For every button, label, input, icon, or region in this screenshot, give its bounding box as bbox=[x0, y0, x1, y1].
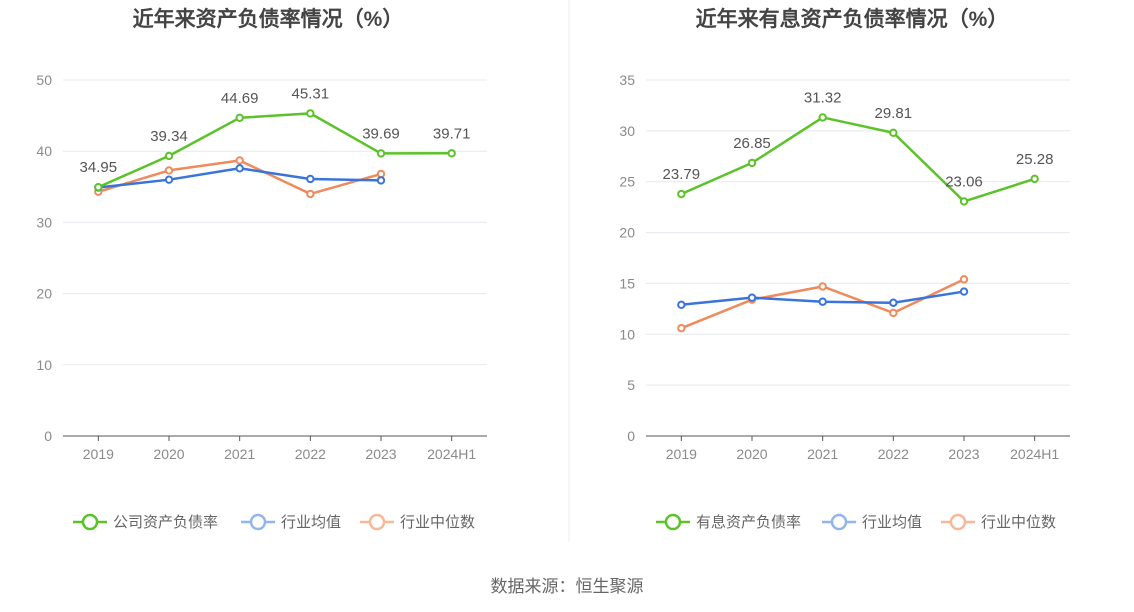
data-label: 44.69 bbox=[221, 90, 259, 107]
x-tick-label: 2021 bbox=[807, 446, 838, 462]
data-point bbox=[376, 149, 386, 158]
data-label: 39.69 bbox=[362, 125, 400, 142]
y-tick-label: 10 bbox=[619, 326, 635, 342]
x-tick-label: 2019 bbox=[666, 446, 697, 462]
data-point bbox=[889, 298, 898, 307]
data-point bbox=[959, 275, 969, 284]
series-0: 34.95 39.34 44.69 45.31 39.69 39.71 bbox=[80, 85, 471, 192]
y-tick-label: 0 bbox=[44, 428, 52, 444]
data-point bbox=[235, 156, 244, 165]
data-label: 39.71 bbox=[433, 125, 471, 142]
y-tick-label: 50 bbox=[36, 72, 52, 88]
legend-item: 有息资产负债率 bbox=[656, 513, 801, 531]
x-tick-label: 2024H1 bbox=[1010, 446, 1059, 462]
data-label: 23.06 bbox=[945, 173, 983, 190]
y-tick-label: 30 bbox=[619, 123, 635, 139]
data-point bbox=[447, 149, 456, 158]
interest-bearing-debt-ratio-chart: 近年来有息资产负债率情况（%） 0 5 10 15 20 25 30 35 2019 2020 202… bbox=[619, 7, 1070, 531]
legend-swatch-marker bbox=[949, 513, 967, 531]
x-tick-label: 2020 bbox=[153, 446, 184, 462]
data-point bbox=[818, 282, 827, 291]
data-label: 26.85 bbox=[733, 135, 771, 152]
data-point bbox=[306, 109, 315, 118]
legend-label: 行业均值 bbox=[862, 514, 922, 531]
x-tick-label: 2019 bbox=[83, 446, 114, 462]
y-tick-label: 25 bbox=[619, 174, 635, 190]
data-label: 23.79 bbox=[663, 166, 701, 183]
legend-swatch-marker bbox=[249, 513, 267, 531]
y-tick-label: 20 bbox=[36, 286, 52, 302]
data-point bbox=[677, 300, 686, 309]
legend-swatch-marker bbox=[368, 513, 386, 531]
chart-title: 近年来资产负债率情况（%） bbox=[133, 7, 404, 31]
data-point bbox=[94, 182, 103, 192]
y-tick-label: 30 bbox=[36, 214, 52, 230]
legend-label: 公司资产负债率 bbox=[113, 514, 218, 531]
data-point bbox=[747, 158, 757, 168]
data-label: 25.28 bbox=[1016, 151, 1054, 168]
legend-swatch-marker bbox=[664, 513, 682, 531]
x-tick-label: 2023 bbox=[948, 446, 979, 462]
x-tick-label: 2020 bbox=[736, 446, 767, 462]
legend-item: 行业中位数 bbox=[360, 513, 475, 531]
data-point bbox=[889, 128, 898, 137]
data-point bbox=[306, 189, 315, 199]
legend-label: 行业均值 bbox=[281, 514, 341, 531]
legend-swatch-marker bbox=[830, 513, 848, 531]
y-tick-label: 40 bbox=[36, 143, 52, 159]
legend-label: 有息资产负债率 bbox=[696, 514, 801, 531]
data-point bbox=[1030, 174, 1039, 184]
data-point bbox=[164, 166, 174, 175]
data-point bbox=[959, 197, 969, 206]
data-label: 31.32 bbox=[804, 89, 842, 106]
data-point bbox=[677, 323, 686, 333]
y-tick-label: 0 bbox=[627, 428, 635, 444]
data-point bbox=[164, 151, 174, 161]
data-point bbox=[818, 297, 827, 306]
legend-item: 行业均值 bbox=[822, 513, 922, 531]
legend-item: 行业中位数 bbox=[941, 513, 1056, 531]
data-label: 34.95 bbox=[80, 159, 118, 176]
x-tick-label: 2021 bbox=[224, 446, 255, 462]
series-line bbox=[97, 112, 452, 189]
x-tick-label: 2024H1 bbox=[427, 446, 476, 462]
y-tick-label: 5 bbox=[627, 377, 635, 393]
data-source-note: 数据来源：恒生聚源 bbox=[491, 577, 644, 596]
series-line bbox=[680, 116, 1036, 203]
series-1 bbox=[677, 287, 969, 309]
series-2 bbox=[94, 156, 386, 199]
chart-title: 近年来有息资产负债率情况（%） bbox=[696, 7, 1009, 31]
legend-label: 行业中位数 bbox=[981, 514, 1056, 531]
data-point bbox=[889, 308, 898, 318]
data-point bbox=[959, 287, 969, 296]
y-tick-label: 10 bbox=[36, 357, 52, 373]
data-point bbox=[818, 113, 827, 122]
x-tick-label: 2022 bbox=[878, 446, 909, 462]
y-tick-label: 15 bbox=[619, 275, 635, 291]
data-label: 45.31 bbox=[292, 85, 330, 102]
data-point bbox=[235, 113, 244, 123]
data-point bbox=[677, 189, 686, 199]
x-tick-label: 2023 bbox=[365, 446, 396, 462]
legend-label: 行业中位数 bbox=[400, 514, 475, 531]
y-tick-label: 35 bbox=[619, 72, 635, 88]
data-point bbox=[747, 293, 757, 302]
debt-ratio-chart: 近年来资产负债率情况（%） 0 10 20 30 40 50 2019 2020 2021 2022… bbox=[36, 7, 487, 531]
y-tick-label: 20 bbox=[619, 225, 635, 241]
data-point bbox=[306, 174, 315, 184]
data-label: 29.81 bbox=[875, 105, 913, 122]
legend-swatch-marker bbox=[81, 513, 99, 531]
data-label: 39.34 bbox=[150, 128, 188, 145]
legend-item: 公司资产负债率 bbox=[73, 513, 218, 531]
data-point bbox=[164, 175, 174, 184]
series-0: 23.79 26.85 31.32 29.81 23.06 25.28 bbox=[663, 89, 1054, 206]
legend-item: 行业均值 bbox=[241, 513, 341, 531]
data-point bbox=[376, 176, 386, 185]
data-point bbox=[235, 164, 244, 173]
x-tick-label: 2022 bbox=[295, 446, 326, 462]
